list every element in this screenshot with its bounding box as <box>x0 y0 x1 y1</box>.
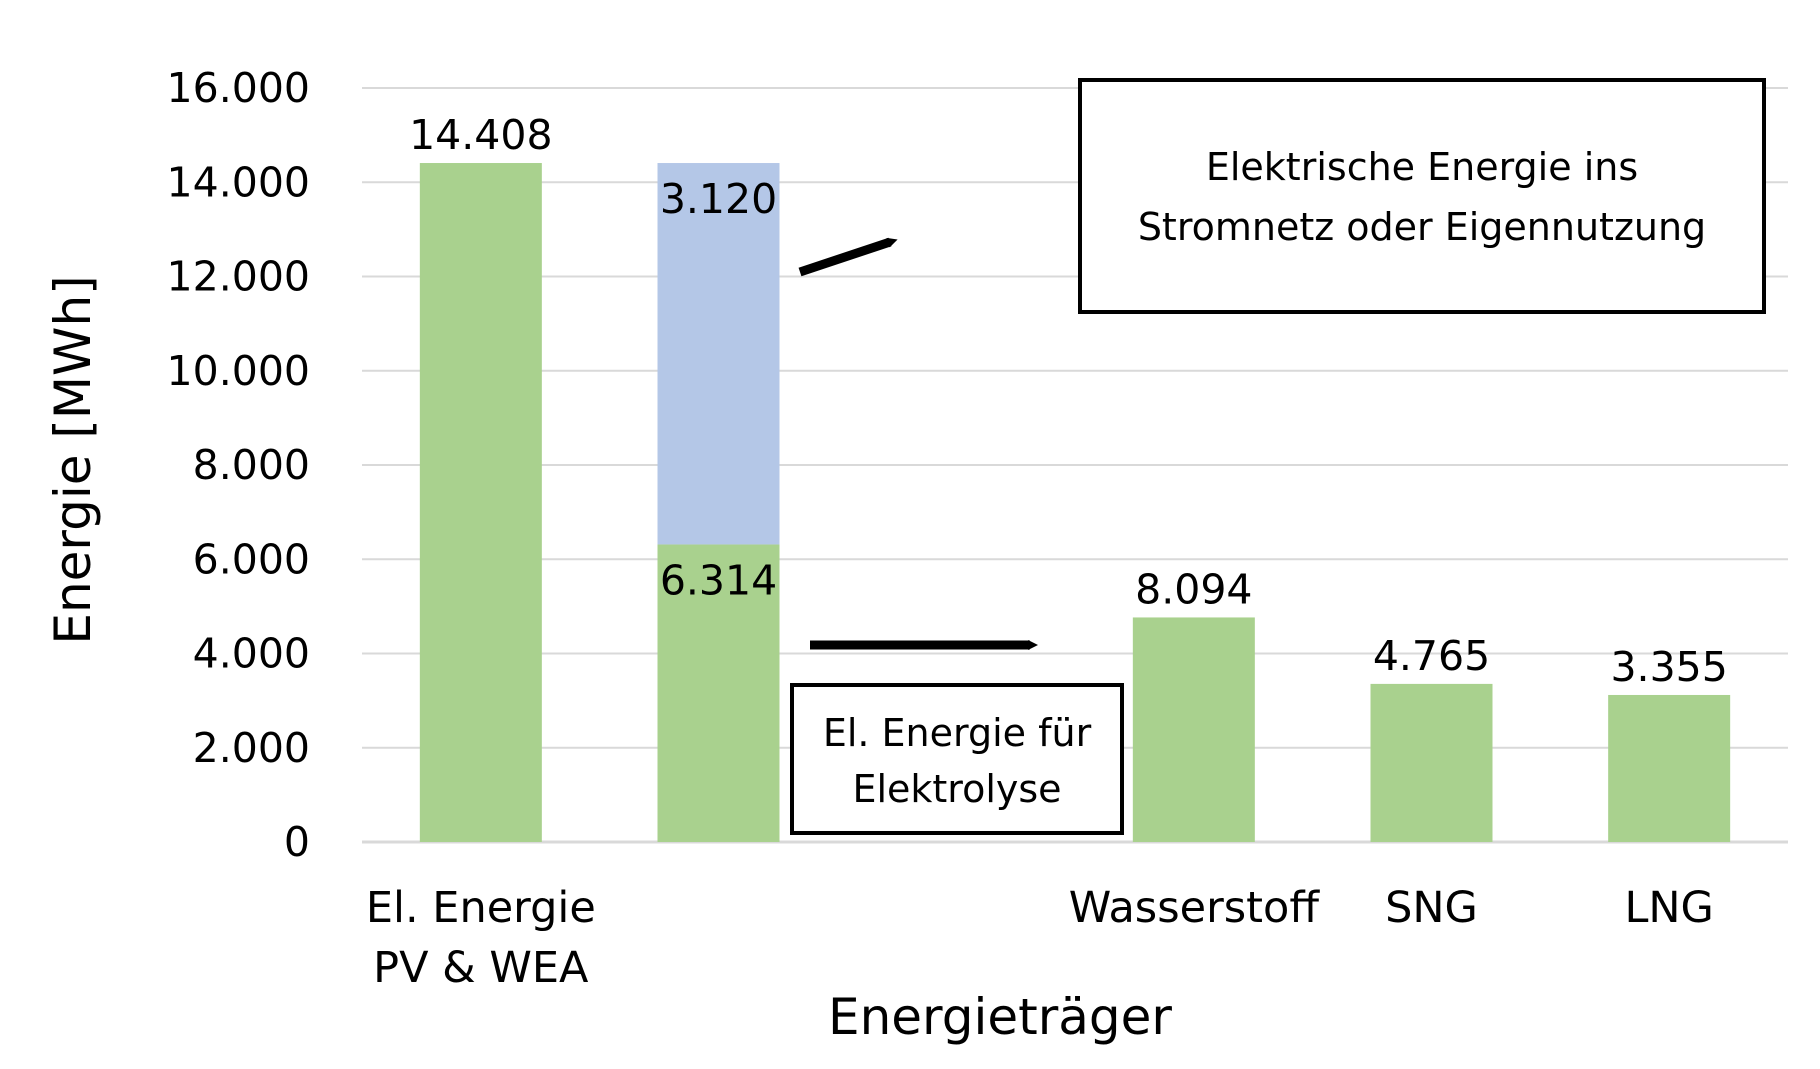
category-labels: El. Energie PV & WEA Wasserstoff SNG LNG <box>366 883 1714 993</box>
category-label: LNG <box>1624 883 1713 933</box>
bar-segment <box>1608 694 1731 842</box>
y-tick-label: 0 <box>284 818 310 866</box>
arrow-to-grid <box>798 237 898 277</box>
data-label: 14.408 <box>409 111 552 159</box>
y-axis-title: Energie [MWh] <box>44 275 102 644</box>
x-axis-title: Energieträger <box>828 988 1172 1046</box>
data-label: 8.094 <box>1135 565 1252 613</box>
annotation-grid-box: Elektrische Energie ins Stromnetz oder E… <box>1078 78 1766 314</box>
annotation-grid-box-frame <box>1078 78 1766 314</box>
bars <box>419 163 1731 842</box>
bar-segment <box>657 163 780 545</box>
y-tick-label: 10.000 <box>167 347 310 395</box>
category-label: Wasserstoff <box>1069 883 1321 933</box>
annotation-electrolysis-line-1: El. Energie für <box>823 711 1092 755</box>
category-label: PV & WEA <box>373 943 589 993</box>
annotation-grid-line-2: Stromnetz oder Eigennutzung <box>1138 205 1706 249</box>
y-tick-label: 6.000 <box>193 535 310 583</box>
y-tick-label: 16.000 <box>167 64 310 112</box>
data-labels: 14.408 6.314 8.094 4.765 3.355 3.120 <box>409 111 1728 691</box>
gridlines <box>362 87 1788 844</box>
bar-segment <box>1132 617 1255 842</box>
y-tick-label: 4.000 <box>193 630 310 678</box>
data-label: 3.120 <box>660 175 777 223</box>
y-tick-label: 2.000 <box>193 724 310 772</box>
annotation-electrolysis-box: El. Energie für Elektrolyse <box>790 683 1124 835</box>
data-label: 6.314 <box>660 556 777 604</box>
bar-segment <box>657 544 780 842</box>
annotation-grid-line-1: Elektrische Energie ins <box>1206 145 1638 189</box>
category-label: El. Energie <box>366 883 596 933</box>
annotation-electrolysis-line-2: Elektrolyse <box>852 767 1061 811</box>
data-label: 3.355 <box>1610 643 1727 691</box>
annotation-electrolysis-box-frame <box>790 683 1124 835</box>
data-label: 4.765 <box>1373 632 1490 680</box>
bar-segment <box>1370 683 1493 842</box>
y-tick-label: 12.000 <box>167 253 310 301</box>
category-label: SNG <box>1385 883 1478 933</box>
y-tick-label: 8.000 <box>193 441 310 489</box>
y-tick-label: 14.000 <box>167 158 310 206</box>
bar-segment <box>419 163 542 842</box>
y-axis-tick-labels: 0 2.000 4.000 6.000 8.000 10.000 12.000 14.000 1… <box>167 64 310 866</box>
